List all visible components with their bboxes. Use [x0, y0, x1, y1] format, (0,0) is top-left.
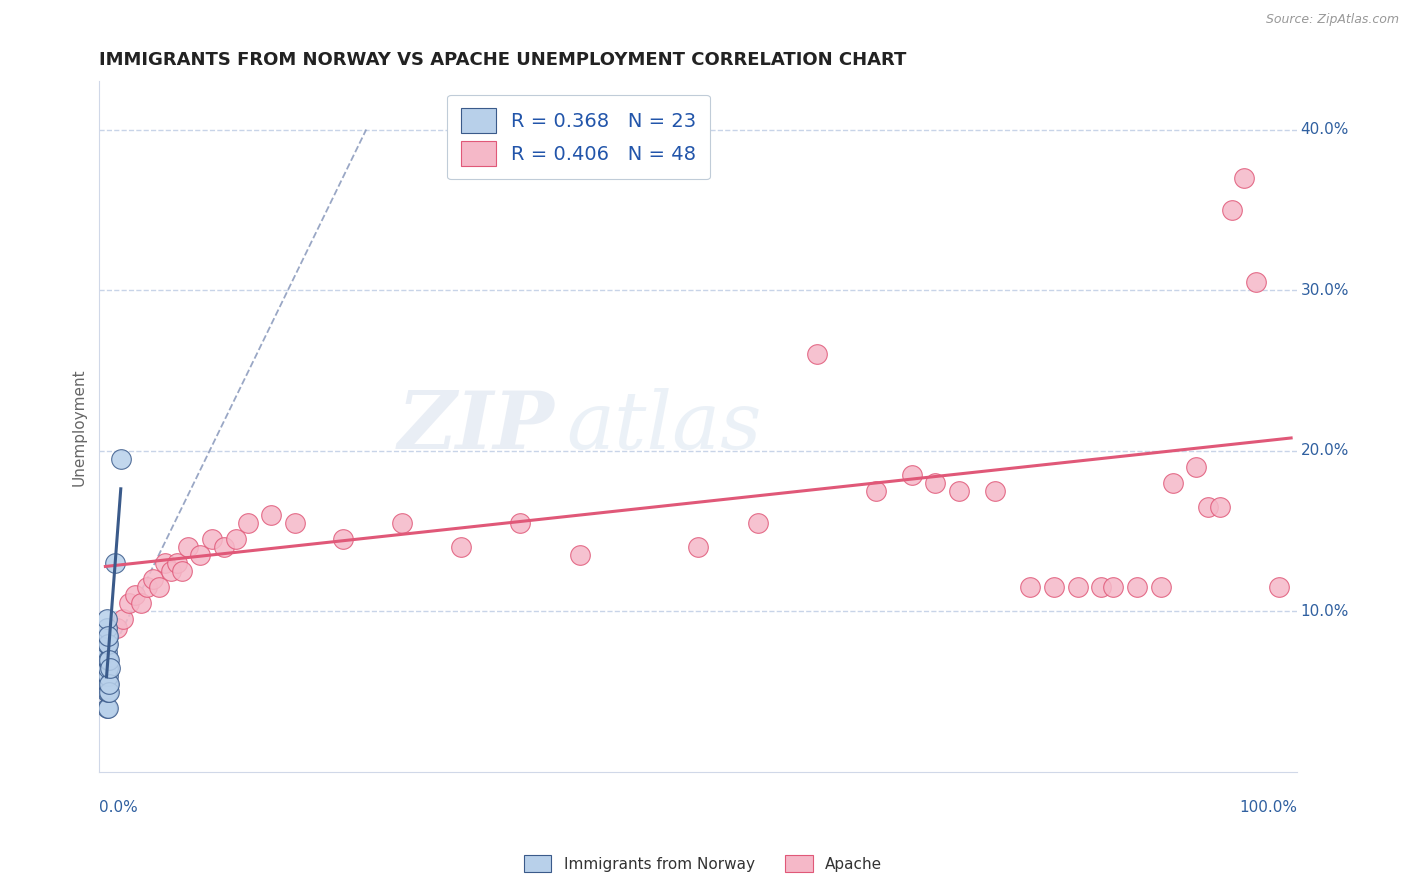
Text: ZIP: ZIP — [398, 388, 554, 466]
Point — [97, 653, 120, 667]
Point — [688, 540, 710, 554]
Point — [148, 580, 170, 594]
Point — [97, 653, 120, 667]
Point — [104, 556, 127, 570]
Point — [110, 451, 132, 466]
Text: 40.0%: 40.0% — [1301, 122, 1348, 137]
Point — [96, 636, 118, 650]
Point — [166, 556, 188, 570]
Point — [509, 516, 531, 530]
Point — [568, 548, 591, 562]
Point — [97, 677, 120, 691]
Point — [135, 580, 157, 594]
Point — [153, 556, 176, 570]
Text: 100.0%: 100.0% — [1239, 800, 1298, 814]
Point — [948, 483, 970, 498]
Text: 0.0%: 0.0% — [100, 800, 138, 814]
Text: 30.0%: 30.0% — [1301, 283, 1350, 298]
Point — [1066, 580, 1088, 594]
Point — [1185, 459, 1208, 474]
Point — [332, 532, 354, 546]
Point — [1102, 580, 1125, 594]
Point — [1209, 500, 1232, 514]
Point — [1268, 580, 1291, 594]
Point — [105, 620, 128, 634]
Y-axis label: Unemployment: Unemployment — [72, 368, 86, 485]
Point — [97, 669, 120, 683]
Point — [236, 516, 259, 530]
Point — [391, 516, 413, 530]
Point — [865, 483, 887, 498]
Point — [96, 653, 118, 667]
Point — [260, 508, 283, 522]
Point — [112, 612, 135, 626]
Point — [1043, 580, 1066, 594]
Point — [212, 540, 235, 554]
Point — [142, 572, 165, 586]
Point — [177, 540, 200, 554]
Point — [1150, 580, 1173, 594]
Point — [1197, 500, 1219, 514]
Point — [96, 620, 118, 634]
Point — [96, 669, 118, 683]
Point — [1126, 580, 1149, 594]
Point — [747, 516, 769, 530]
Point — [97, 685, 120, 699]
Point — [1244, 275, 1267, 289]
Point — [983, 483, 1005, 498]
Text: Source: ZipAtlas.com: Source: ZipAtlas.com — [1265, 13, 1399, 27]
Point — [1161, 475, 1184, 490]
Point — [98, 661, 121, 675]
Point — [97, 677, 120, 691]
Point — [129, 596, 152, 610]
Text: 10.0%: 10.0% — [1301, 604, 1348, 619]
Point — [97, 636, 120, 650]
Point — [96, 685, 118, 699]
Point — [159, 564, 181, 578]
Point — [172, 564, 194, 578]
Point — [188, 548, 211, 562]
Legend: R = 0.368   N = 23, R = 0.406   N = 48: R = 0.368 N = 23, R = 0.406 N = 48 — [447, 95, 710, 179]
Point — [284, 516, 307, 530]
Point — [118, 596, 141, 610]
Point — [1090, 580, 1112, 594]
Text: IMMIGRANTS FROM NORWAY VS APACHE UNEMPLOYMENT CORRELATION CHART: IMMIGRANTS FROM NORWAY VS APACHE UNEMPLO… — [100, 51, 907, 69]
Point — [1019, 580, 1042, 594]
Point — [96, 628, 118, 642]
Point — [806, 347, 828, 361]
Point — [97, 628, 120, 642]
Point — [97, 661, 120, 675]
Point — [900, 467, 922, 482]
Point — [225, 532, 247, 546]
Point — [96, 645, 118, 659]
Point — [924, 475, 946, 490]
Legend: Immigrants from Norway, Apache: Immigrants from Norway, Apache — [516, 847, 890, 880]
Point — [1233, 170, 1256, 185]
Point — [96, 701, 118, 715]
Point — [96, 612, 118, 626]
Text: atlas: atlas — [567, 388, 762, 466]
Point — [450, 540, 472, 554]
Point — [1220, 202, 1243, 217]
Point — [124, 588, 146, 602]
Point — [97, 685, 120, 699]
Point — [201, 532, 224, 546]
Point — [97, 701, 120, 715]
Text: 20.0%: 20.0% — [1301, 443, 1348, 458]
